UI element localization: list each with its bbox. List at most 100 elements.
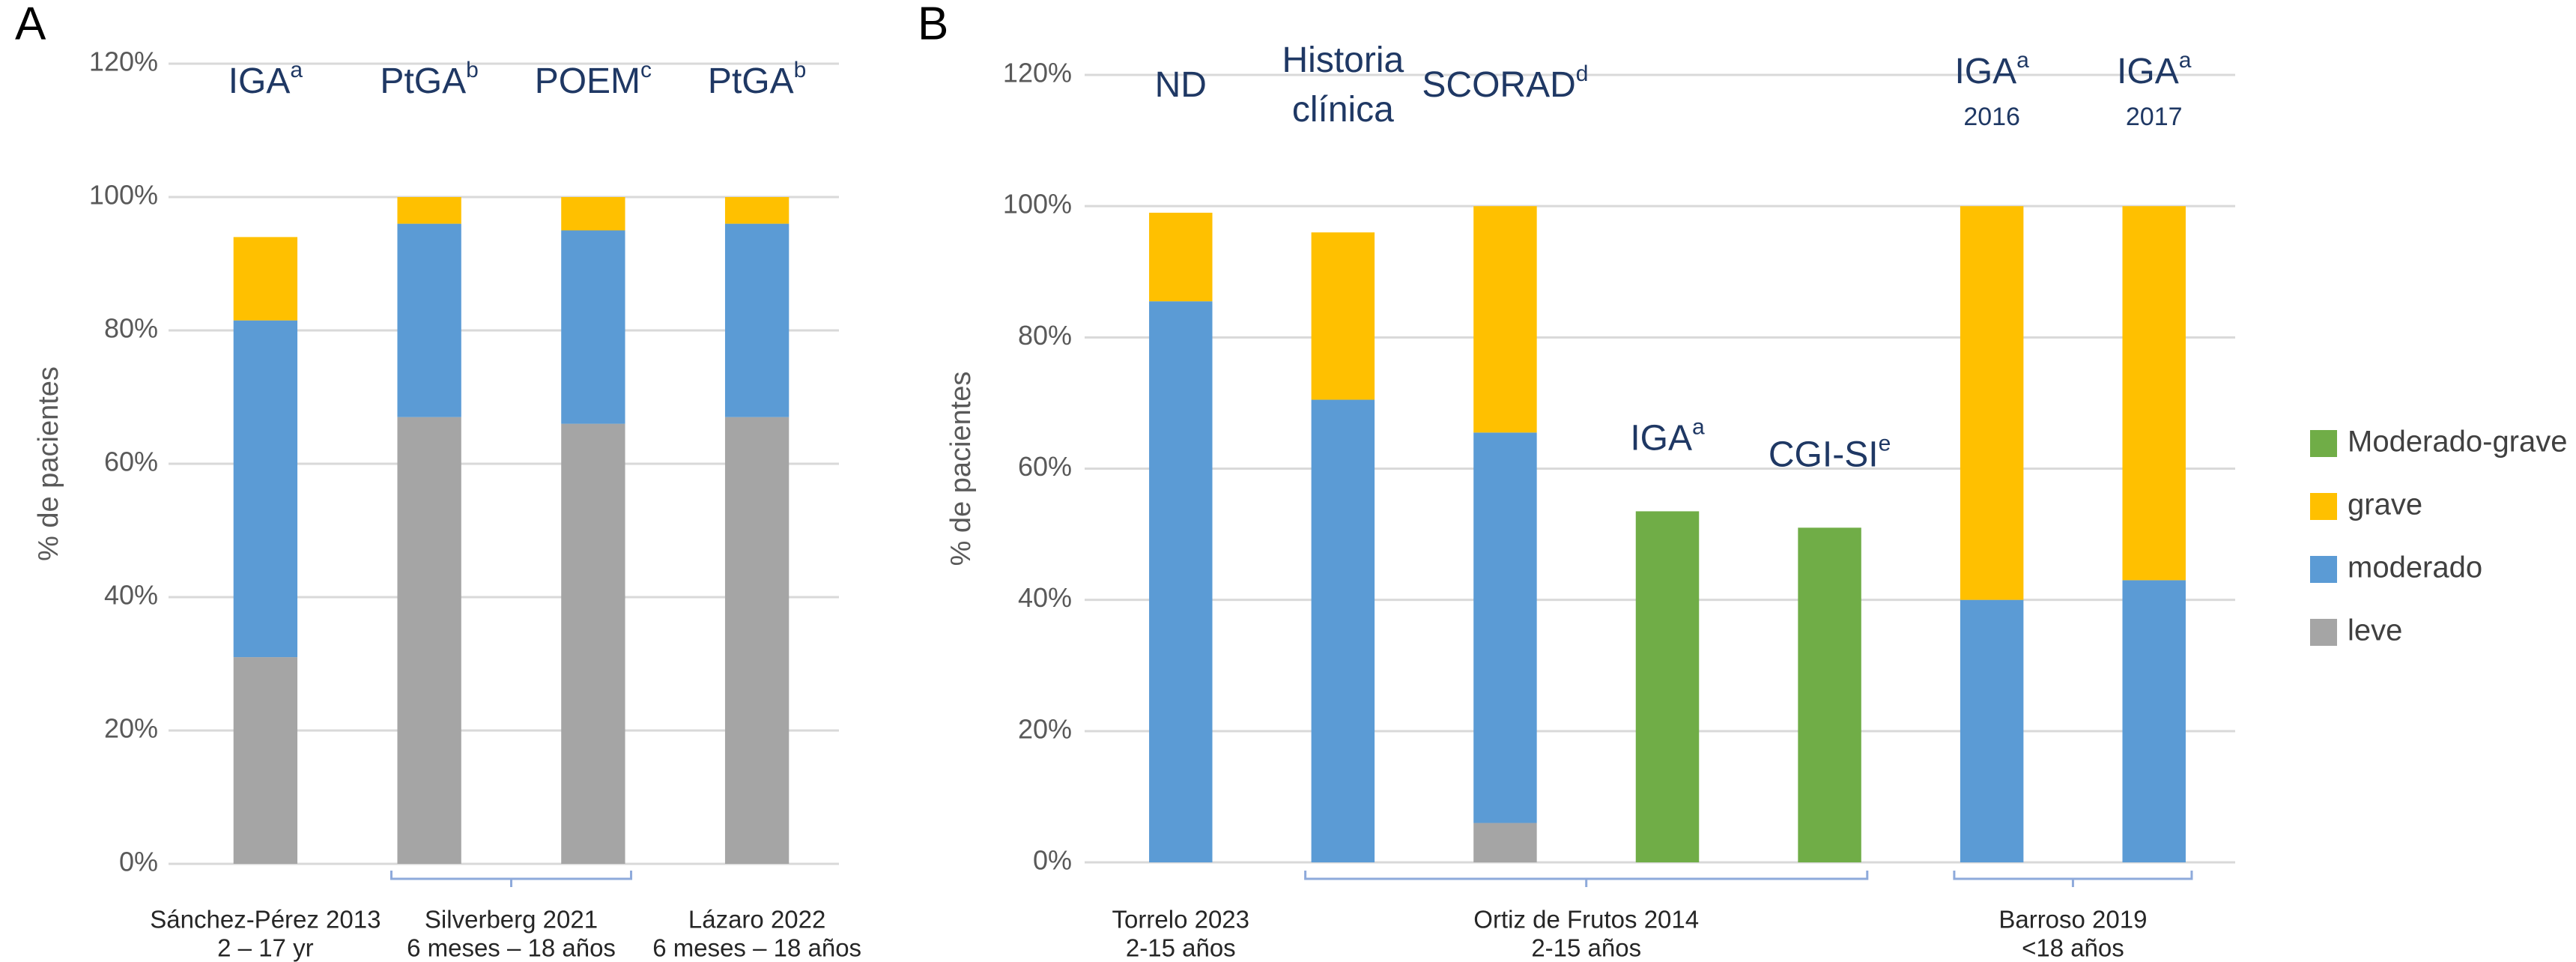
- legend-swatch: [2310, 493, 2337, 520]
- bar-segment: [1635, 511, 1700, 862]
- y-tick-label: 120%: [1003, 58, 1072, 88]
- superscript: d: [1576, 61, 1589, 86]
- group-label: <18 años: [2022, 934, 2124, 962]
- category-text: IGA: [2117, 52, 2179, 91]
- y-tick-label: 40%: [1018, 582, 1072, 613]
- legend-label: Moderado-grave: [2348, 426, 2568, 459]
- superscript: e: [1879, 431, 1891, 456]
- group-bracket: [1304, 871, 1869, 887]
- superscript: c: [640, 58, 652, 82]
- bar-segment: [1473, 206, 1537, 433]
- superscript: b: [794, 58, 807, 82]
- group-label: 2-15 años: [1531, 934, 1641, 962]
- legend-swatch: [2310, 556, 2337, 583]
- superscript: b: [466, 58, 479, 82]
- bar-segment: [1311, 232, 1375, 400]
- group-label: 2 – 17 yr: [217, 934, 313, 962]
- bar-segment: [724, 417, 790, 864]
- category-label: IGAa: [1630, 414, 1705, 458]
- legend-label: grave: [2348, 488, 2422, 521]
- y-tick-label: 40%: [104, 580, 158, 611]
- bar-segment: [724, 223, 790, 417]
- bar-segment: [1311, 399, 1375, 862]
- group-bracket: [1953, 871, 2193, 887]
- y-tick-label: 0%: [1033, 845, 1072, 876]
- legend-label: leve: [2348, 614, 2402, 647]
- category-text: IGA: [228, 61, 291, 101]
- panel-label: B: [918, 0, 948, 49]
- group-label: Torrelo 2023: [1112, 906, 1249, 934]
- category-text: POEM: [535, 61, 640, 101]
- bar-segment: [233, 657, 298, 864]
- category-text: PtGA: [708, 61, 794, 101]
- bar-segment: [561, 230, 625, 424]
- y-tick-label: 80%: [1018, 320, 1072, 351]
- group-label: 6 meses – 18 años: [652, 934, 861, 962]
- y-tick-label: 0%: [119, 847, 158, 877]
- category-text: PtGA: [380, 61, 466, 101]
- category-text: clínica: [1292, 90, 1394, 130]
- bar-segment: [397, 223, 461, 417]
- group-bracket: [390, 871, 633, 887]
- legend-label: moderado: [2348, 551, 2482, 584]
- category-text: IGA: [1630, 418, 1692, 458]
- y-tick-label: 60%: [104, 447, 158, 477]
- y-tick-label: 80%: [104, 313, 158, 344]
- category-text: Historia: [1282, 40, 1404, 80]
- superscript: a: [2179, 48, 2192, 73]
- group-label: Sánchez-Pérez 2013: [150, 906, 381, 934]
- category-label: CGI-SIe: [1769, 431, 1891, 474]
- y-tick-label: 20%: [1018, 713, 1072, 744]
- y-tick-label: 100%: [1003, 189, 1072, 220]
- category-label: SCORADd: [1422, 61, 1588, 105]
- y-tick-label: 60%: [1018, 451, 1072, 482]
- category-label: ND: [1155, 65, 1207, 105]
- group-label: Barroso 2019: [1998, 906, 2147, 934]
- category-text: ND: [1155, 65, 1207, 105]
- category-text: SCORAD: [1422, 65, 1575, 105]
- group-label: 6 meses – 18 años: [407, 934, 616, 962]
- legend-swatch: [2310, 619, 2337, 646]
- bar-segment: [1960, 206, 2024, 600]
- bar-segment: [397, 417, 461, 864]
- category-label: clínica: [1292, 90, 1394, 130]
- y-tick-label: 120%: [89, 46, 158, 77]
- superscript: a: [290, 58, 303, 82]
- legend-swatch: [2310, 430, 2337, 457]
- category-label: IGAa: [228, 58, 303, 101]
- bar-segment: [397, 197, 461, 224]
- category-label: Historia: [1282, 40, 1404, 80]
- bar-segment: [1473, 432, 1537, 823]
- y-axis-title: % de pacientes: [945, 372, 977, 566]
- category-label: IGAa: [2117, 48, 2192, 91]
- bar-segment: [1960, 599, 2024, 862]
- group-label: Lázaro 2022: [688, 906, 825, 934]
- category-label: PtGAb: [380, 58, 478, 101]
- bar-segment: [2122, 580, 2186, 862]
- superscript: a: [1692, 414, 1705, 439]
- category-label: IGAa: [1954, 48, 2029, 91]
- bar-segment: [233, 237, 298, 321]
- bar-segment: [1149, 301, 1213, 863]
- category-note: 2016: [1963, 103, 2020, 131]
- group-label: Ortiz de Frutos 2014: [1473, 906, 1699, 934]
- bar-segment: [1473, 823, 1537, 862]
- group-label: Silverberg 2021: [425, 906, 598, 934]
- category-label: POEMc: [535, 58, 652, 101]
- bar-segment: [1798, 527, 1861, 862]
- bar-segment: [1149, 212, 1213, 302]
- bar-segment: [2122, 206, 2186, 581]
- panel-label: A: [15, 0, 46, 49]
- bar-segment: [233, 320, 298, 658]
- category-note: 2017: [2126, 103, 2183, 131]
- y-tick-label: 20%: [104, 713, 158, 744]
- bar-segment: [561, 197, 625, 231]
- superscript: a: [2016, 48, 2029, 73]
- y-tick-label: 100%: [89, 180, 158, 211]
- category-text: CGI-SI: [1769, 435, 1879, 474]
- bar-segment: [724, 197, 790, 224]
- category-label: PtGAb: [708, 58, 806, 101]
- y-axis-title: % de pacientes: [33, 366, 64, 561]
- bar-segment: [561, 423, 625, 864]
